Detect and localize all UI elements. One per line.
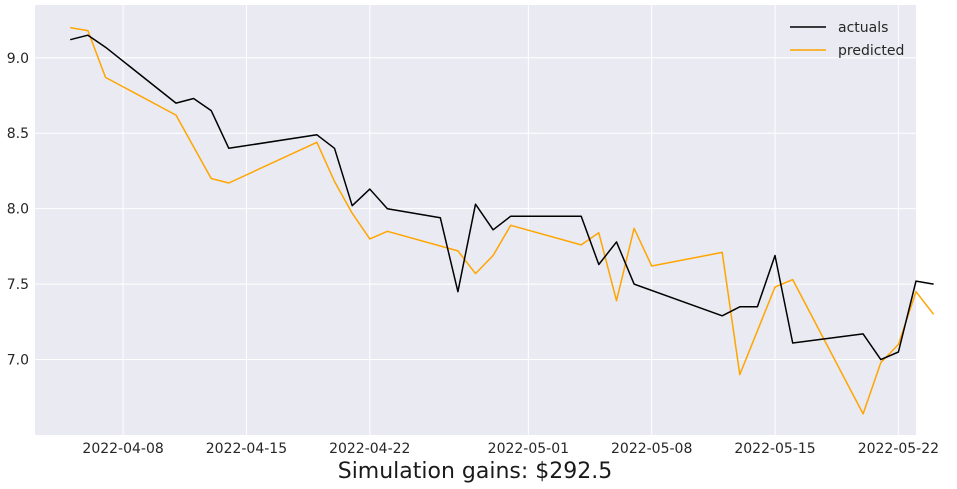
x-tick-label: 2022-05-15	[734, 441, 815, 457]
y-tick-label: 7.0	[7, 353, 29, 369]
x-tick-label: 2022-05-22	[858, 441, 939, 457]
y-axis: 7.0 7.5 8.0 8.5 9.0	[7, 51, 29, 369]
series-line-predicted	[70, 26, 935, 415]
y-tick-label: 7.5	[7, 277, 29, 293]
legend: actuals predicted	[790, 20, 904, 59]
simulation-gains-caption: Simulation gains: $292.5	[338, 459, 613, 484]
x-tick-label: 2022-05-08	[611, 441, 692, 457]
series-group	[70, 26, 935, 415]
x-tick-label: 2022-04-15	[206, 441, 287, 457]
legend-label-predicted: predicted	[838, 43, 904, 59]
x-tick-label: 2022-04-08	[82, 441, 163, 457]
x-tick-label: 2022-04-22	[329, 441, 410, 457]
legend-label-actuals: actuals	[838, 20, 888, 36]
series-line-actuals	[70, 34, 934, 361]
grid-lines	[35, 5, 916, 435]
x-tick-label: 2022-05-01	[488, 441, 569, 457]
plot-area	[35, 5, 916, 435]
y-tick-label: 8.5	[7, 126, 29, 142]
x-axis: 2022-04-08 2022-04-15 2022-04-22 2022-05-01…	[82, 441, 939, 457]
y-tick-label: 8.0	[7, 202, 29, 218]
y-tick-label: 9.0	[7, 51, 29, 67]
